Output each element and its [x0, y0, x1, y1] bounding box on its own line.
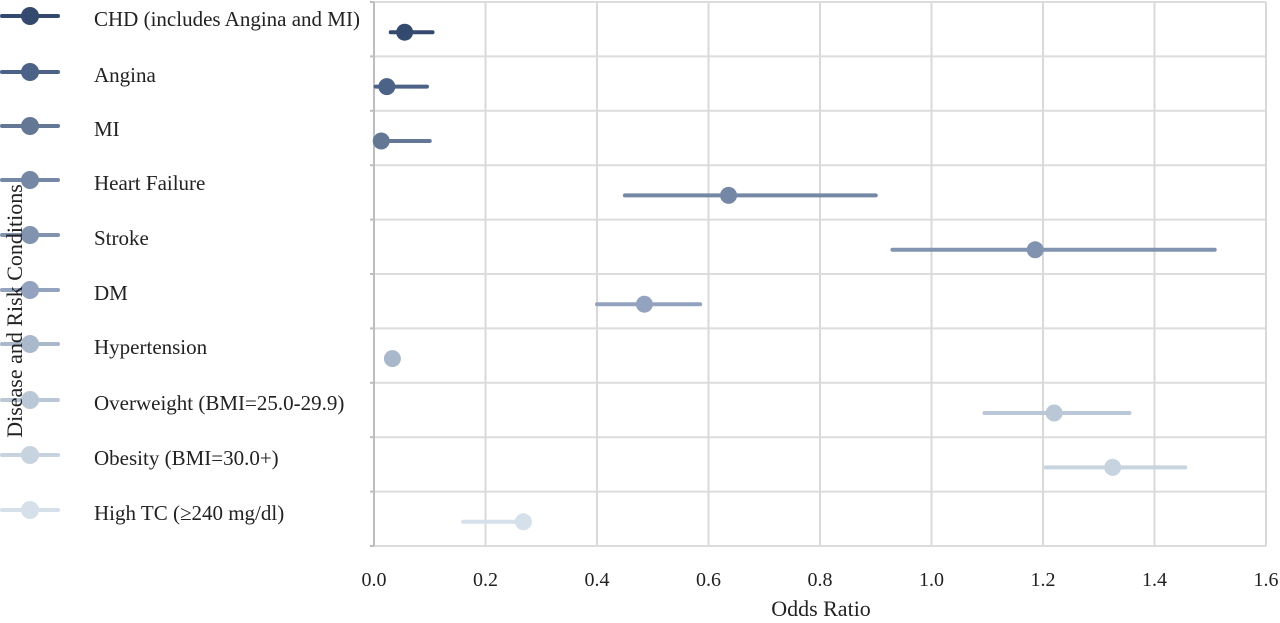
x-axis-label: Odds Ratio: [771, 596, 871, 621]
legend-swatch: [0, 334, 60, 354]
odds-ratio-point: [514, 513, 532, 531]
legend-label: Stroke: [94, 226, 149, 250]
legend-swatch: [0, 390, 60, 410]
odds-ratio-point: [635, 295, 653, 313]
x-tick-labels: 0.0 0.2 0.4 0.6 0.8 1.0 1.2 1.4 1.6: [362, 569, 1279, 591]
legend-item: Heart Failure: [0, 170, 376, 196]
x-tick-label: 0.6: [696, 569, 721, 591]
legend-label: Heart Failure: [94, 171, 206, 195]
legend-item: Overweight (BMI=25.0-29.9): [0, 390, 376, 416]
legend-label: Obesity (BMI=30.0+): [94, 446, 279, 470]
axis-lines: [370, 1, 1267, 547]
legend-swatch: [0, 445, 60, 465]
odds-ratio-point: [378, 78, 396, 96]
odds-ratio-point: [1026, 241, 1044, 259]
legend-item: Stroke: [0, 225, 376, 251]
odds-ratio-point: [720, 186, 738, 204]
odds-ratio-point: [1104, 458, 1122, 476]
legend-label: CHD (includes Angina and MI): [94, 7, 360, 31]
legend-label: MI: [94, 117, 120, 141]
legend-label: Hypertension: [94, 335, 208, 359]
legend-swatch: [0, 116, 60, 136]
legend-label: Angina: [94, 63, 156, 87]
row-separators: [374, 1, 1266, 547]
legend-item: CHD (includes Angina and MI): [0, 6, 376, 32]
legend-item: High TC (≥240 mg/dl): [0, 500, 376, 526]
y-axis-label: Disease and Risk Conditions: [2, 184, 27, 438]
legend-item: Angina: [0, 62, 376, 88]
legend-swatch: [0, 225, 60, 245]
legend-item: MI: [0, 116, 376, 142]
legend-swatch: [0, 170, 60, 190]
odds-ratio-point: [383, 350, 401, 368]
legend-swatch: [0, 62, 60, 82]
legend-label: High TC (≥240 mg/dl): [94, 501, 285, 525]
legend-label: DM: [94, 281, 128, 305]
legend-item: DM: [0, 280, 376, 306]
x-tick-label: 0.4: [585, 569, 610, 591]
legend-label: Overweight (BMI=25.0-29.9): [94, 391, 345, 415]
odds-ratio-point: [1045, 404, 1063, 422]
x-tick-label: 1.6: [1254, 569, 1279, 591]
odds-ratio-point: [372, 132, 390, 150]
legend-item: Hypertension: [0, 334, 376, 360]
x-tick-label: 0.2: [473, 569, 498, 591]
x-tick-label: 1.2: [1031, 569, 1056, 591]
x-tick-label: 1.0: [919, 569, 944, 591]
legend-swatch: [0, 280, 60, 300]
x-tick-label: 0.0: [362, 569, 387, 591]
legend-item: Obesity (BMI=30.0+): [0, 445, 376, 471]
legend-swatch: [0, 6, 60, 26]
data-marks: [372, 23, 1217, 531]
legend-swatch: [0, 500, 60, 520]
x-tick-label: 0.8: [808, 569, 833, 591]
odds-ratio-point: [396, 23, 414, 41]
x-tick-label: 1.4: [1142, 569, 1167, 591]
